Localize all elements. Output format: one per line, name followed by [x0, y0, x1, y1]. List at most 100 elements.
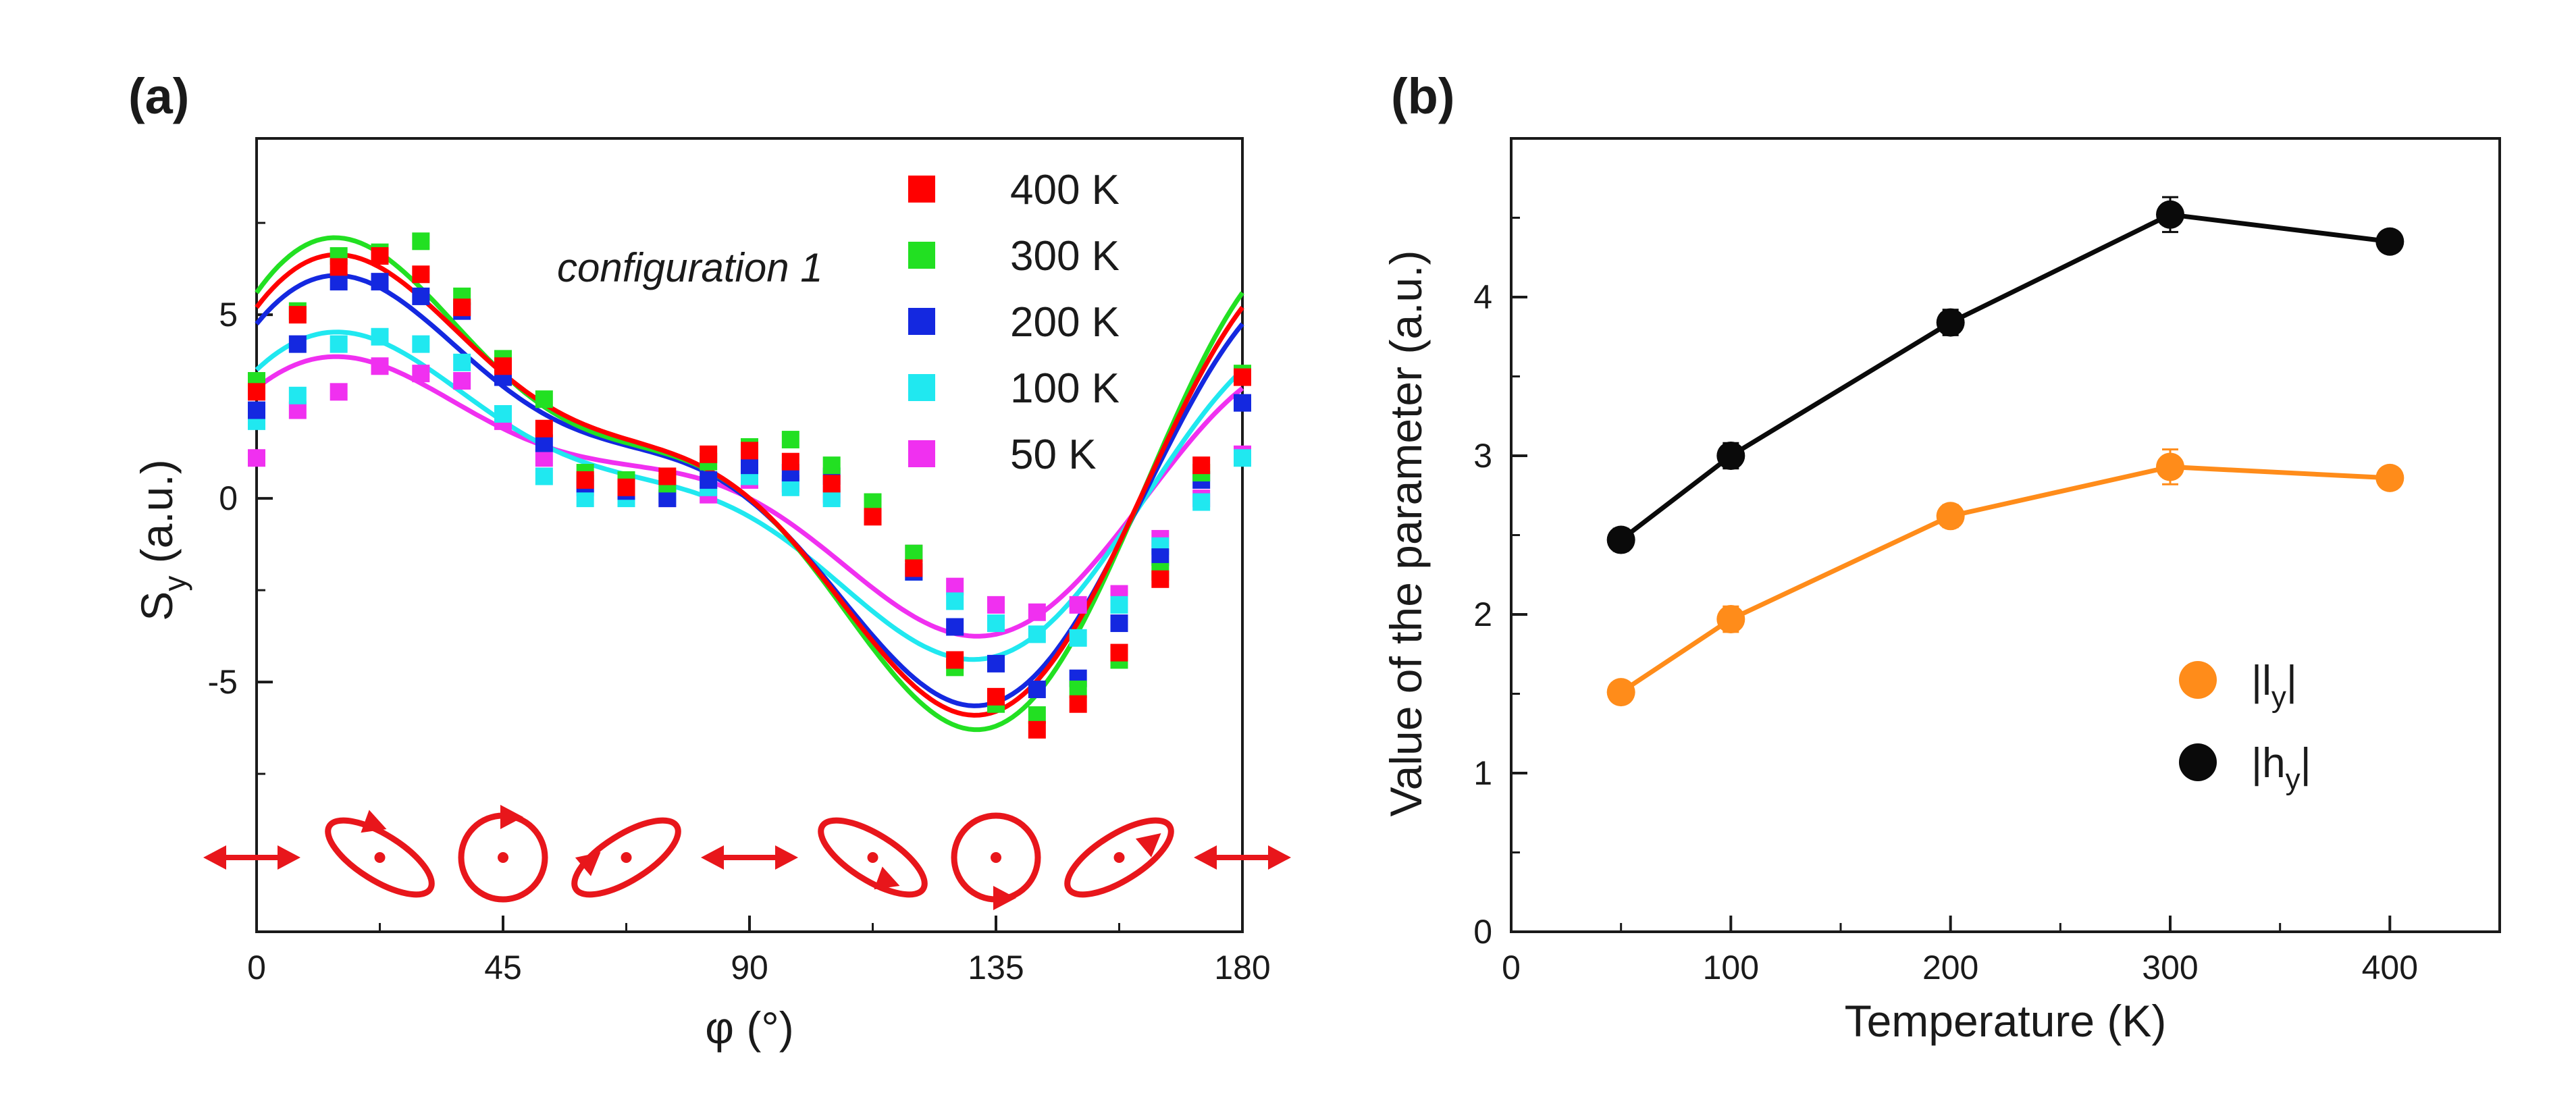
data-point-400K — [946, 651, 964, 669]
data-point-400K — [658, 467, 677, 485]
plot-frame-b — [1510, 137, 2501, 933]
data-point-300K — [822, 456, 841, 475]
arrow-left-head — [203, 845, 226, 870]
legend-marker-ly — [2179, 661, 2217, 699]
y-tick-label-b: 2 — [1473, 596, 1492, 633]
data-point-300K — [905, 544, 923, 562]
polarization-icon-ellipse-ccw — [571, 817, 681, 898]
x-tick-label-b: 0 — [1502, 949, 1521, 986]
x-tick-label-a: 180 — [1214, 949, 1270, 986]
polarization-dot — [498, 852, 508, 863]
series-line-ly — [1619, 464, 2390, 695]
x-tick-label-a: 90 — [731, 949, 768, 986]
ellipse-arrow-head — [1135, 833, 1161, 858]
data-point-hy — [2375, 227, 2404, 256]
panel-a: (a) 0 45 90 135 180 -5 0 5 φ (°) Sy (a.u.) configur… — [128, 68, 1291, 1053]
data-point-200K — [1151, 548, 1169, 566]
polarization-dot — [621, 852, 632, 863]
data-point-200K — [330, 273, 348, 291]
data-point-400K — [1110, 643, 1128, 662]
legend-marker-400K — [908, 176, 935, 203]
data-point-ly — [1936, 502, 1965, 531]
legend-label-suffix: | — [2301, 740, 2311, 787]
data-point-400K — [864, 508, 882, 526]
data-point-400K — [248, 383, 265, 401]
legend-label-300K: 300 K — [1010, 233, 1120, 280]
x-axis-title-b: Temperature (K) — [1845, 996, 2167, 1046]
data-point-50K — [987, 596, 1005, 614]
series-line-hy — [1619, 212, 2390, 542]
legend-marker-hy — [2179, 743, 2217, 781]
legend-label-100K: 100 K — [1010, 365, 1120, 412]
data-point-100K — [946, 592, 964, 610]
x-tick-label-b: 300 — [2142, 949, 2198, 986]
data-point-200K — [658, 490, 677, 508]
data-point-50K — [1069, 596, 1087, 614]
data-point-100K — [330, 335, 348, 353]
data-point-300K — [535, 390, 553, 408]
data-point-300K — [1069, 680, 1087, 698]
data-point-100K — [822, 490, 841, 508]
data-point-400K — [1234, 368, 1251, 386]
data-point-100K — [494, 404, 512, 423]
data-point-100K — [412, 335, 430, 353]
polarization-ellipse — [571, 817, 681, 898]
data-point-400K — [453, 298, 471, 317]
data-point-200K — [1110, 614, 1128, 633]
arrow-left-head — [701, 845, 724, 870]
y-tick-label-a: 5 — [219, 296, 238, 334]
polarization-ellipse — [325, 817, 435, 898]
data-point-hy — [1716, 442, 1745, 470]
arrow-left-head — [1194, 845, 1217, 870]
data-point-400K — [700, 445, 718, 463]
data-point-100K — [453, 353, 471, 371]
data-point-100K — [1110, 596, 1128, 614]
data-point-ly — [1606, 678, 1635, 707]
polarization-icon-circle — [458, 805, 548, 903]
ellipse-arrow-head — [575, 852, 601, 876]
data-point-400K — [330, 258, 348, 276]
polarization-dot — [1113, 852, 1125, 863]
legend-marker-300K — [908, 242, 935, 269]
fit-curve-100K — [255, 329, 1244, 662]
y-axis-title-tail: (a.u.) — [132, 459, 182, 575]
y-tick-label-b: 3 — [1473, 437, 1492, 475]
polarization-icon-circle-down — [951, 812, 1041, 910]
data-point-200K — [535, 434, 553, 452]
data-point-hy — [1936, 308, 1965, 337]
data-point-50K — [535, 449, 553, 467]
y-axis-title-a: Sy (a.u.) — [132, 459, 192, 621]
y-axis-title-main: S — [132, 591, 182, 621]
data-point-200K — [248, 401, 265, 419]
x-tick-label-a: 0 — [247, 949, 266, 986]
data-point-200K — [987, 654, 1005, 672]
data-point-400K — [1028, 720, 1046, 739]
legend-label-suffix: | — [2286, 658, 2297, 704]
x-axis-title-a: φ (°) — [705, 1003, 793, 1053]
data-point-400K — [576, 471, 594, 489]
data-point-400K — [1069, 695, 1087, 713]
data-point-400K — [1192, 456, 1211, 475]
polarization-icon-ellipse-cw — [325, 810, 435, 898]
data-point-300K — [1028, 706, 1046, 724]
data-point-ly — [2375, 463, 2404, 492]
data-point-100K — [1069, 629, 1087, 647]
panel-label-b: (b) — [1391, 68, 1455, 124]
y-tick-label-b: 0 — [1473, 913, 1492, 951]
data-point-100K — [1192, 493, 1211, 511]
data-point-400K — [1151, 570, 1169, 588]
arrow-right-head — [775, 845, 798, 870]
data-point-400K — [412, 265, 430, 284]
polarization-dot — [867, 852, 878, 863]
legend-label-sub: y — [2271, 681, 2286, 714]
data-point-50K — [412, 365, 430, 383]
data-point-300K — [864, 493, 882, 511]
y-axis-title-b: Value of the parameter (a.u.) — [1381, 250, 1431, 817]
data-point-400K — [781, 452, 799, 471]
data-point-400K — [371, 247, 389, 265]
legend-label-hy: |hy| — [2251, 740, 2311, 796]
data-point-400K — [741, 442, 758, 460]
data-point-100K — [1234, 449, 1251, 467]
data-point-300K — [781, 431, 799, 449]
